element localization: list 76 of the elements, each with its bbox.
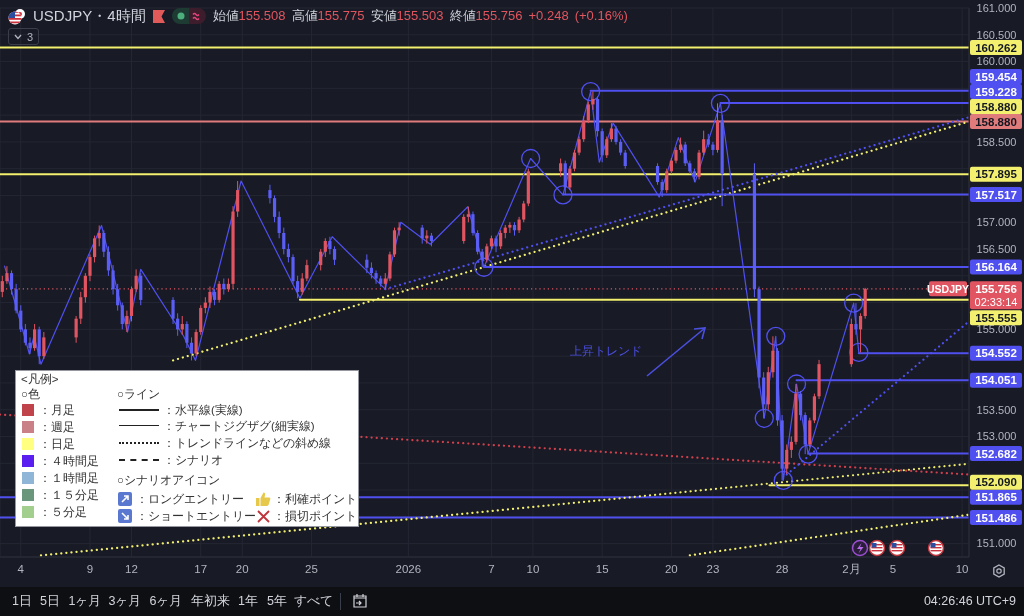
text: 3ヶ月 (108, 592, 142, 610)
x-tick-label: 20 (235, 563, 249, 576)
annotation: ：損切ポイント (273, 509, 357, 524)
annotation: ：４時間足 (39, 454, 99, 469)
annotation: ：ロングエントリー (136, 492, 244, 507)
annotation: ：５分足 (39, 505, 87, 520)
x-tick-label: 10 (955, 563, 969, 576)
x-tick-label: 12 (125, 563, 138, 576)
annotation: ：利確ポイント (273, 492, 357, 507)
ref-line-label: 151.865 (975, 491, 1018, 504)
x-tick-label: 17 (194, 563, 208, 576)
text: 04:26:46 UTC+9 (923, 594, 1016, 608)
y-tick-label: 160.500 (976, 28, 1017, 41)
text: 始値155.508 高値155.775 安値155.503 終値155.756 +0.248 (+0.16%) (212, 8, 628, 23)
annotation: ：チャートジグザグ(細実線) (163, 419, 315, 434)
data-label: 159.454 (975, 70, 1018, 83)
annotation: ：１時間足 (39, 471, 99, 486)
x-tick-label: 20 (664, 563, 678, 576)
x-tick-label: 2026 (395, 563, 422, 576)
annotation: ：月足 (39, 403, 75, 418)
y-tick-label: 160.000 (976, 55, 1017, 68)
ref-line-label: 160.262 (975, 41, 1017, 54)
x-tick-label: 25 (305, 563, 318, 576)
text: 年初来 (190, 592, 230, 610)
y-tick-label: 157.000 (976, 216, 1017, 229)
data-label: 155.555 (975, 311, 1018, 324)
text: 02:33:14 (974, 295, 1018, 308)
data-label: 159.228 (975, 85, 1018, 98)
text: 6ヶ月 (149, 592, 183, 610)
y-tick-label: 153.500 (976, 403, 1017, 416)
text: すべて (293, 592, 333, 610)
data-label: 158.880 (975, 100, 1017, 113)
annotation: ：日足 (39, 437, 75, 452)
annotation: ：トレンドラインなどの斜め線 (163, 436, 331, 451)
x-tick-label: 15 (595, 563, 609, 576)
y-tick-label: 161.000 (976, 1, 1017, 14)
ref-line-label: 158.880 (975, 115, 1017, 128)
y-tick-label: 156.500 (976, 242, 1017, 255)
annotation: 上昇トレンド (570, 345, 642, 358)
x-tick-label: 10 (526, 563, 540, 576)
y-tick-label: 158.500 (976, 135, 1017, 148)
data-label: 156.164 (975, 261, 1018, 274)
data-label: 157.517 (975, 188, 1017, 201)
x-tick-label: 23 (706, 563, 720, 576)
x-tick-label: 5 (889, 563, 897, 576)
x-tick-label: 28 (775, 563, 789, 576)
ref-line-label: 151.486 (975, 511, 1017, 524)
x-tick-label: 9 (86, 563, 94, 576)
annotation: ：ショートエントリー (136, 509, 256, 524)
ref-line-label: 155.756 (975, 282, 1017, 295)
annotation: ：水平線(実線) (163, 403, 243, 418)
x-tick-label: 2月 (842, 563, 861, 576)
y-tick-label: 151.000 (976, 537, 1017, 550)
annotation: ○シナリオアイコン (117, 473, 220, 488)
annotation: ○色 (21, 387, 40, 402)
data-label: 154.552 (975, 347, 1017, 360)
text: 5日 (40, 592, 60, 610)
annotation: 3 (27, 30, 34, 43)
data-label: 152.090 (975, 476, 1017, 489)
x-tick-label: 4 (17, 563, 25, 576)
x-tick-label: 7 (488, 563, 495, 576)
text: 1年 (238, 592, 258, 610)
ref-line-label: 157.895 (975, 168, 1018, 181)
text: 5年 (267, 592, 287, 610)
annotation: ：シナリオ (163, 453, 223, 468)
y-tick-label: 153.000 (976, 430, 1017, 443)
annotation: <凡例> (21, 372, 59, 387)
data-label: 152.682 (975, 447, 1017, 460)
text: 1日 (12, 592, 32, 610)
data-label: 154.051 (975, 374, 1018, 387)
annotation: ：１５分足 (39, 488, 99, 503)
chart-title: USDJPY・4時間 (33, 6, 146, 26)
text: 1ヶ月 (68, 592, 102, 610)
y-tick-label: 155.000 (976, 323, 1017, 336)
annotation: ○ライン (117, 387, 160, 402)
annotation: ：週足 (39, 420, 75, 435)
